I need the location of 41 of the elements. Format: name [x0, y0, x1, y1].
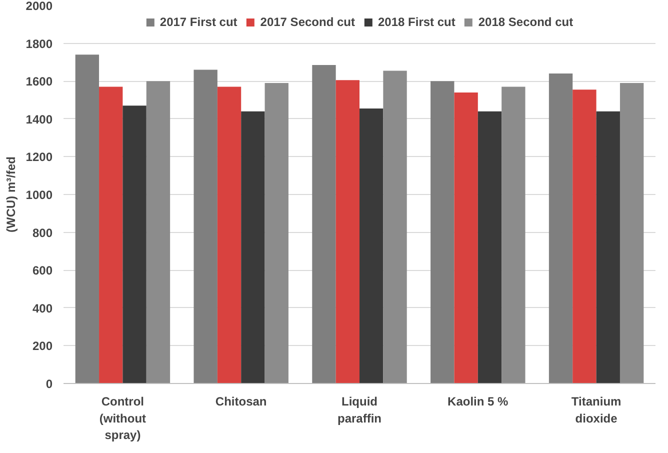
- bar: [75, 54, 100, 384]
- y-tick-label: 0: [46, 377, 53, 391]
- y-tick-label: 1800: [26, 36, 53, 51]
- bar: [336, 80, 360, 384]
- y-tick-label: 400: [32, 301, 53, 316]
- bar: [502, 86, 526, 384]
- y-tick-label: 1000: [26, 188, 53, 202]
- bar: [360, 108, 384, 384]
- y-tick-label: 1200: [26, 150, 53, 164]
- bar: [264, 82, 288, 384]
- bar: [383, 70, 407, 384]
- bar: [241, 111, 265, 384]
- x-tick-label: Titanium dioxide: [571, 394, 622, 426]
- bar: [596, 111, 620, 384]
- bar: [122, 106, 146, 384]
- y-tick-label: 600: [32, 264, 53, 278]
- x-tick-label: Liquid paraffin: [338, 394, 382, 426]
- x-tick-label: Chitosan: [215, 394, 267, 408]
- bar: [572, 90, 596, 384]
- y-tick-label: 1400: [26, 112, 53, 126]
- bar: [454, 92, 478, 384]
- bar: [312, 65, 336, 384]
- legend-label: 2018 Second cut: [478, 15, 574, 29]
- bar: [430, 81, 454, 384]
- bar: [146, 81, 170, 384]
- legend-label: 2017 First cut: [160, 15, 238, 29]
- legend-label: 2018 First cut: [378, 15, 456, 29]
- y-tick-label: 200: [32, 339, 53, 354]
- bar: [194, 70, 218, 384]
- y-tick-label: 2000: [26, 0, 53, 13]
- y-tick-label: 800: [32, 226, 53, 240]
- bar: [548, 74, 573, 384]
- bar: [620, 82, 644, 384]
- y-tick-label: 1600: [26, 74, 53, 89]
- legend-label: 2017 Second cut: [260, 15, 355, 29]
- bar: [478, 111, 502, 384]
- bar: [99, 86, 123, 384]
- x-tick-label: Kaolin 5 %: [448, 394, 509, 408]
- y-axis-title: (WCU) m³/fed: [4, 156, 18, 232]
- x-tick-label: Control (without spray): [99, 394, 146, 442]
- bar: [217, 86, 242, 384]
